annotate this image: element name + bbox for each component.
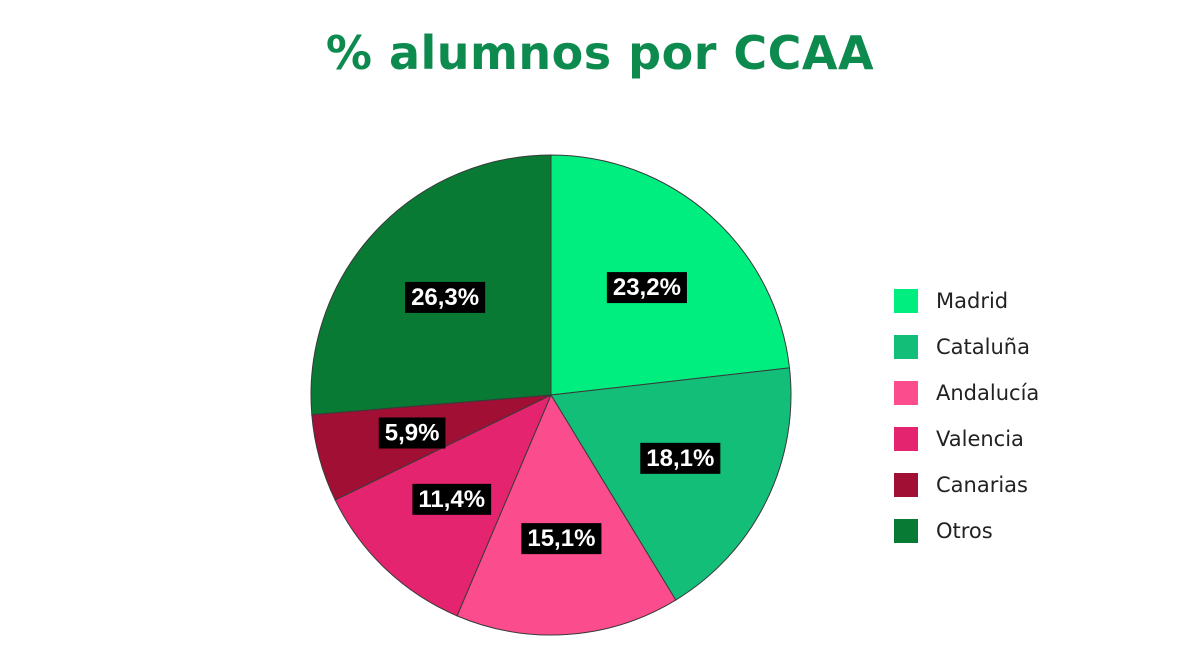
slice-value-label: 23,2% [613,274,681,301]
legend-label: Valencia [936,427,1024,451]
slice-value-label: 11,4% [418,486,485,513]
legend-item-otros: Otros [894,508,1039,554]
slice-label-valencia: 11,4% [412,483,492,515]
legend-swatch [894,335,918,359]
legend-item-andalucía: Andalucía [894,370,1039,416]
legend-item-canarias: Canarias [894,462,1039,508]
legend-swatch [894,381,918,405]
legend-label: Cataluña [936,335,1030,359]
legend-swatch [894,473,918,497]
chart-title: % alumnos por CCAA [325,26,875,80]
legend-label: Otros [936,519,993,543]
slice-label-background [378,417,446,449]
chart-legend: Madrid Cataluña Andalucía Valencia Canarias O… [894,278,1039,554]
slice-label-background [405,281,486,313]
legend-swatch [894,427,918,451]
slice-label-background [640,442,721,474]
legend-item-cataluña: Cataluña [894,324,1039,370]
pie-slice-andalucía [456,393,677,636]
slice-label-otros: 26,3% [405,281,486,313]
slice-label-background [412,483,492,515]
slice-label-background [606,272,687,304]
slice-label-andalucía: 15,1% [521,523,602,555]
pie-slice-cataluña [550,367,792,601]
slice-label-madrid: 23,2% [606,272,687,304]
legend-label: Madrid [936,289,1009,313]
slice-value-label: 26,3% [411,284,479,311]
slice-value-label: 15,1% [527,525,595,552]
legend-swatch [894,519,918,543]
slice-value-label: 18,1% [646,445,714,472]
legend-label: Andalucía [936,381,1040,405]
legend-item-valencia: Valencia [894,416,1039,462]
slice-value-label: 5,9% [385,419,440,446]
slice-label-canarias: 5,9% [378,417,446,449]
legend-label: Canarias [936,473,1028,497]
legend-swatch [894,289,918,313]
slice-label-cataluña: 18,1% [640,442,721,474]
legend-item-madrid: Madrid [894,278,1039,324]
slice-label-background [521,523,602,555]
